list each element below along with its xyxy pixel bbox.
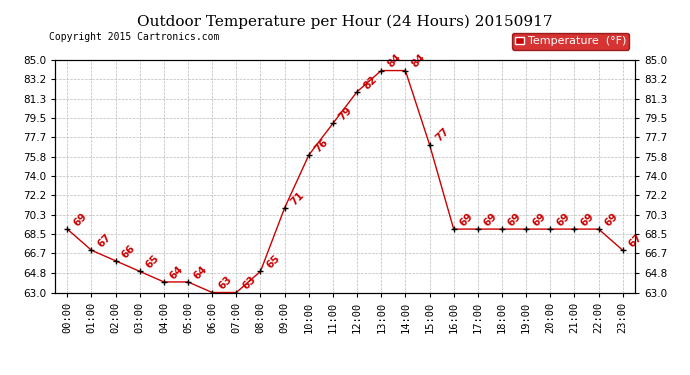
Text: 63: 63 [241,274,258,292]
Text: 69: 69 [458,211,475,228]
Text: 67: 67 [96,232,113,249]
Text: 77: 77 [434,126,451,144]
Text: 71: 71 [289,190,306,207]
Text: 84: 84 [410,53,427,70]
Text: 69: 69 [555,211,572,228]
Text: 79: 79 [337,105,355,123]
Text: Copyright 2015 Cartronics.com: Copyright 2015 Cartronics.com [50,32,220,42]
Text: 63: 63 [217,274,234,292]
Text: 84: 84 [386,53,403,70]
Text: 82: 82 [362,74,379,91]
Text: 65: 65 [144,253,161,271]
Text: 64: 64 [168,264,186,281]
Legend: Temperature  (°F): Temperature (°F) [512,33,629,50]
Text: 69: 69 [579,211,596,228]
Text: 76: 76 [313,137,331,154]
Text: 64: 64 [193,264,210,281]
Text: Outdoor Temperature per Hour (24 Hours) 20150917: Outdoor Temperature per Hour (24 Hours) … [137,15,553,29]
Text: 69: 69 [482,211,500,228]
Text: 65: 65 [265,253,282,271]
Text: 67: 67 [627,232,644,249]
Text: 66: 66 [120,243,137,260]
Text: 69: 69 [72,211,89,228]
Text: 69: 69 [531,211,548,228]
Text: 69: 69 [603,211,620,228]
Text: 69: 69 [506,211,524,228]
